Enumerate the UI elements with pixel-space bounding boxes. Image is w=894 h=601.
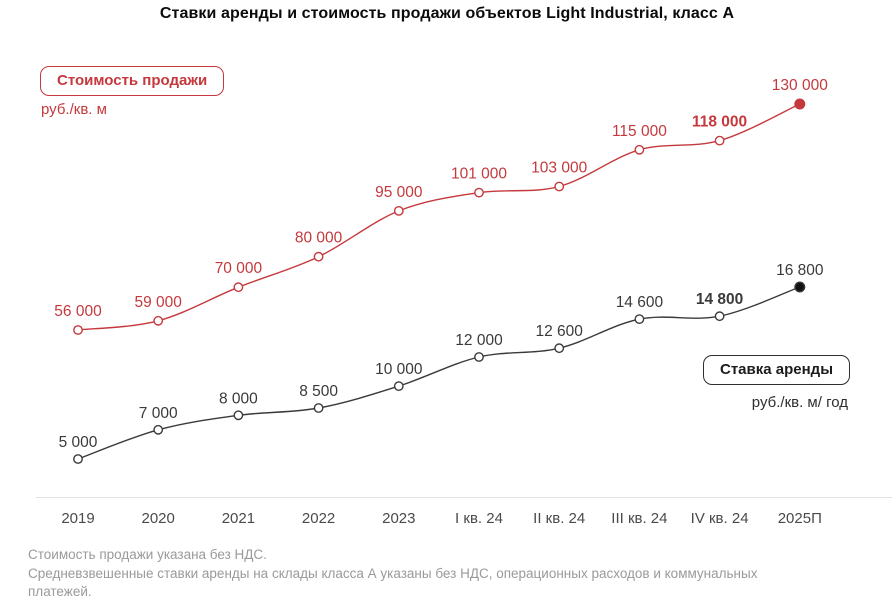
- x-axis-label-3: 2021: [221, 510, 256, 527]
- data-point-marker: [794, 281, 806, 293]
- data-label: 14 800: [696, 291, 743, 308]
- x-axis-label-2: 2020: [141, 510, 175, 527]
- data-label: 12 600: [535, 323, 583, 340]
- data-point-marker: [313, 403, 324, 413]
- data-point-marker: [393, 205, 404, 216]
- x-axis-label-8: III кв. 24: [611, 510, 668, 527]
- data-point-marker: [714, 135, 725, 146]
- x-axis-label-10: 2025П: [777, 510, 822, 527]
- footnote-line: Стоимость продажи указана без НДС.: [28, 547, 267, 562]
- data-point-marker: [634, 144, 645, 155]
- data-label: 70 000: [215, 260, 263, 277]
- data-label: 8 500: [299, 383, 338, 400]
- series-line-sale-price: [77, 103, 801, 331]
- data-point-marker: [714, 311, 725, 322]
- data-point-marker: [153, 315, 164, 326]
- data-point-marker: [313, 251, 324, 262]
- data-point-marker: [474, 187, 484, 198]
- data-label: 7 000: [139, 405, 178, 422]
- data-point-marker: [794, 98, 806, 110]
- data-label: 118 000: [692, 114, 747, 131]
- data-label: 101 000: [451, 166, 507, 183]
- sale-price-unit-label: руб./кв. м: [41, 101, 107, 118]
- footnotes: Стоимость продажи указана без НДС. Средн…: [28, 546, 884, 601]
- data-label: 5 000: [59, 434, 98, 451]
- data-label: 56 000: [54, 303, 102, 320]
- data-point-marker: [474, 352, 484, 362]
- data-point-marker: [554, 343, 565, 354]
- data-label: 8 000: [219, 390, 258, 407]
- x-axis-line: [36, 497, 892, 498]
- data-point-marker: [153, 424, 164, 435]
- footnote-line: платежей.: [28, 584, 92, 599]
- chart-title: Ставки аренды и стоимость продажи объект…: [159, 5, 735, 22]
- data-point-marker: [634, 314, 645, 324]
- x-axis-label-4: 2022: [301, 510, 336, 527]
- footnote-line: Средневзвешенные ставки аренды на склады…: [28, 565, 758, 581]
- data-point-marker: [73, 325, 83, 335]
- sale-price-legend-box: Стоимость продажи: [40, 66, 225, 96]
- data-point-marker: [393, 381, 404, 391]
- x-axis-label-9: IV кв. 24: [690, 510, 749, 527]
- x-axis-label-6: I кв. 24: [455, 510, 503, 527]
- data-point-marker: [554, 181, 565, 192]
- rent-rate-legend-box: Ставка аренды: [703, 355, 850, 385]
- data-label: 16 800: [776, 262, 824, 279]
- data-point-marker: [73, 454, 83, 464]
- rent-rate-legend-label: Ставка аренды: [720, 361, 833, 378]
- data-point-marker: [233, 282, 244, 293]
- data-label: 115 000: [612, 123, 667, 140]
- data-label: 103 000: [531, 160, 587, 177]
- sale-price-legend-label: Стоимость продажи: [57, 72, 208, 89]
- data-label: 80 000: [295, 230, 343, 247]
- data-label: 95 000: [375, 184, 423, 201]
- x-axis-label-1: 2019: [61, 510, 95, 527]
- data-label: 130 000: [772, 77, 828, 94]
- data-label: 14 600: [616, 294, 664, 311]
- data-point-marker: [233, 410, 244, 421]
- data-label: 12 000: [455, 332, 503, 349]
- data-label: 59 000: [134, 294, 182, 311]
- series-line-rent-rate: [77, 286, 801, 460]
- rent-rate-unit-label: руб./кв. м/ год: [751, 394, 848, 411]
- x-axis-label-7: II кв. 24: [533, 510, 586, 527]
- data-label: 10 000: [375, 361, 423, 378]
- x-axis-label-5: 2023: [382, 510, 416, 527]
